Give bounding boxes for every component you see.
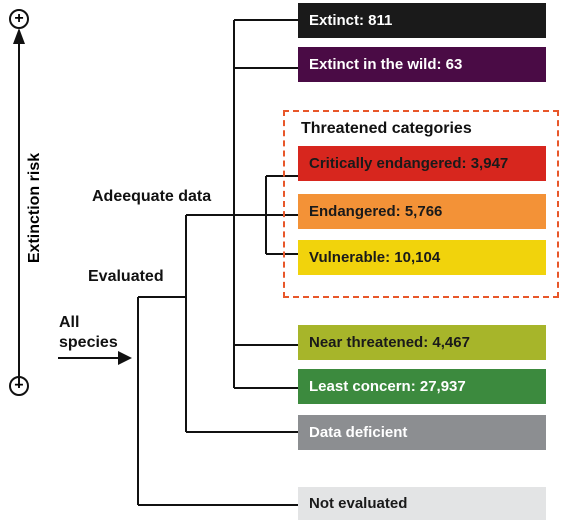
minus-symbol: − [14, 377, 24, 394]
category-critically-endangered: Critically endangered: 3,947 [298, 146, 546, 181]
category-endangered-label: Endangered: 5,766 [309, 203, 443, 220]
all-species-line-1: All [59, 314, 80, 331]
category-least-concern-label: Least concern: 27,937 [309, 378, 466, 395]
threatened-group-title: Threatened categories [301, 120, 472, 137]
extinction-risk-axis [0, 0, 40, 400]
all-species-label: All species [59, 313, 118, 353]
category-near-threatened-label: Near threatened: 4,467 [309, 334, 470, 351]
category-vulnerable-label: Vulnerable: 10,104 [309, 249, 441, 266]
minus-icon: − [9, 376, 29, 396]
category-data-deficient-label: Data deficient [309, 424, 408, 441]
all-species-line-2: species [59, 334, 118, 351]
adequate-data-label: Adeequate data [92, 188, 212, 205]
category-endangered: Endangered: 5,766 [298, 194, 546, 229]
category-extinct-in-the-wild: Extinct in the wild: 63 [298, 47, 546, 82]
category-critically-endangered-label: Critically endangered: 3,947 [309, 155, 509, 172]
axis-arrow [13, 28, 25, 388]
plus-symbol: + [14, 10, 24, 27]
evaluated-label: Evaluated [88, 268, 164, 285]
category-least-concern: Least concern: 27,937 [298, 369, 546, 404]
category-data-deficient: Data deficient [298, 415, 546, 450]
category-vulnerable: Vulnerable: 10,104 [298, 240, 546, 275]
threatened-group-box [283, 110, 559, 298]
category-not-evaluated-label: Not evaluated [309, 495, 408, 512]
category-near-threatened: Near threatened: 4,467 [298, 325, 546, 360]
category-not-evaluated: Not evaluated [298, 487, 546, 520]
plus-icon: + [9, 9, 29, 29]
category-extinct-in-the-wild-label: Extinct in the wild: 63 [309, 56, 463, 73]
category-extinct-label: Extinct: 811 [309, 12, 393, 29]
category-extinct: Extinct: 811 [298, 3, 546, 38]
